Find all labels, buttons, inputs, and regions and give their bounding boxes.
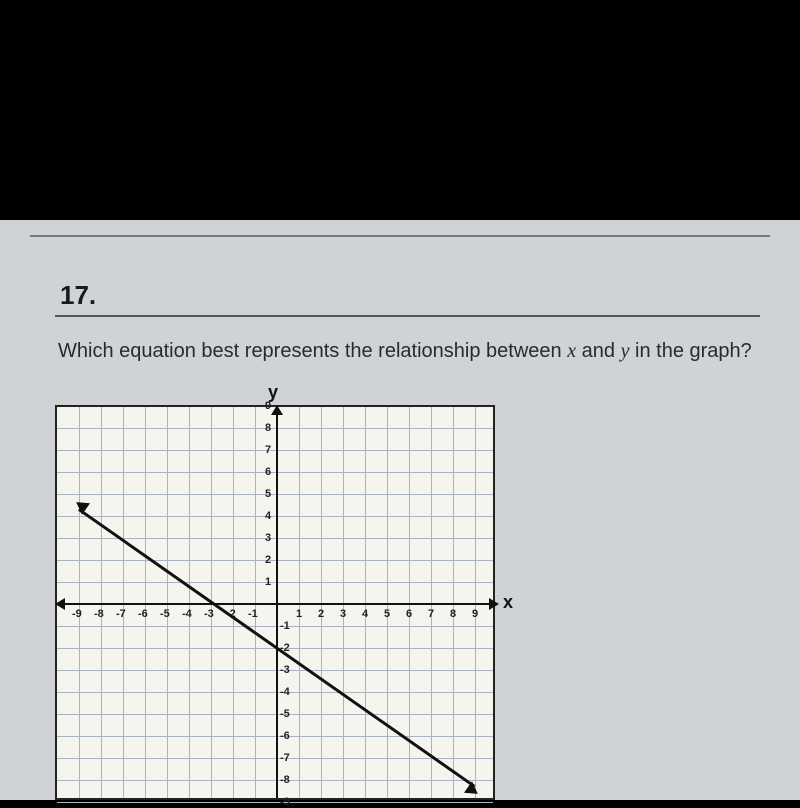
grid-line-horizontal (57, 802, 493, 803)
y-tick-label: 5 (265, 488, 271, 500)
grid-line-horizontal (57, 714, 493, 715)
x-tick-label: -5 (160, 608, 170, 620)
y-tick-label: 3 (265, 532, 271, 544)
y-tick-label: 2 (265, 554, 271, 566)
grid-line-horizontal (57, 494, 493, 495)
grid-line-horizontal (57, 560, 493, 561)
x-tick-label: 2 (318, 608, 324, 620)
x-tick-label: -7 (116, 608, 126, 620)
x-tick-label: 5 (384, 608, 390, 620)
question-number: 17. (60, 280, 96, 311)
grid-line-horizontal (57, 758, 493, 759)
x-tick-label: -6 (138, 608, 148, 620)
y-tick-label: 1 (265, 576, 271, 588)
x-tick-label: 3 (340, 608, 346, 620)
y-tick-label: -6 (280, 730, 290, 742)
x-variable: x (567, 340, 576, 362)
question-underline (55, 315, 760, 317)
question-text-part3: in the graph? (629, 340, 751, 362)
x-axis-label: x (503, 592, 513, 613)
x-tick-label: 4 (362, 608, 368, 620)
y-tick-label: -4 (280, 686, 290, 698)
x-tick-label: 9 (472, 608, 478, 620)
x-tick-label: -9 (72, 608, 82, 620)
grid-line-horizontal (57, 428, 493, 429)
x-axis (57, 603, 493, 605)
grid-line-horizontal (57, 736, 493, 737)
y-tick-label: -9 (280, 796, 290, 808)
x-tick-label: 1 (296, 608, 302, 620)
grid-line-horizontal (57, 670, 493, 671)
y-tick-label: -3 (280, 664, 290, 676)
y-axis-arrow-up (271, 405, 283, 415)
x-tick-label: -8 (94, 608, 104, 620)
x-axis-arrow-left (55, 598, 65, 610)
y-tick-label: 6 (265, 466, 271, 478)
paper-area: 17. Which equation best represents the r… (0, 220, 800, 800)
y-tick-label: 7 (265, 444, 271, 456)
line-arrow-start (72, 497, 90, 515)
y-tick-label: 9 (265, 400, 271, 412)
y-tick-label: -8 (280, 774, 290, 786)
grid-line-horizontal (57, 450, 493, 451)
x-tick-label: -3 (204, 608, 214, 620)
grid-line-horizontal (57, 516, 493, 517)
y-tick-label: 4 (265, 510, 271, 522)
line-arrow-end (464, 781, 482, 799)
y-tick-label: 8 (265, 422, 271, 434)
grid-line-horizontal (57, 692, 493, 693)
question-text-part2: and (576, 340, 620, 362)
grid-line-horizontal (57, 626, 493, 627)
x-tick-label: -4 (182, 608, 192, 620)
x-tick-label: 8 (450, 608, 456, 620)
x-tick-label: -1 (248, 608, 258, 620)
coordinate-graph: -9-8-7-6-5-4-3-2-1123456789123456789-1-2… (55, 405, 495, 800)
y-tick-label: -1 (280, 620, 290, 632)
x-axis-arrow-right (489, 598, 499, 610)
x-tick-label: 7 (428, 608, 434, 620)
x-tick-label: 6 (406, 608, 412, 620)
question-text: Which equation best represents the relat… (58, 340, 752, 363)
grid-line-horizontal (57, 582, 493, 583)
y-tick-label: -5 (280, 708, 290, 720)
top-divider (30, 235, 770, 237)
question-text-part1: Which equation best represents the relat… (58, 340, 567, 362)
y-tick-label: -7 (280, 752, 290, 764)
grid-line-horizontal (57, 472, 493, 473)
